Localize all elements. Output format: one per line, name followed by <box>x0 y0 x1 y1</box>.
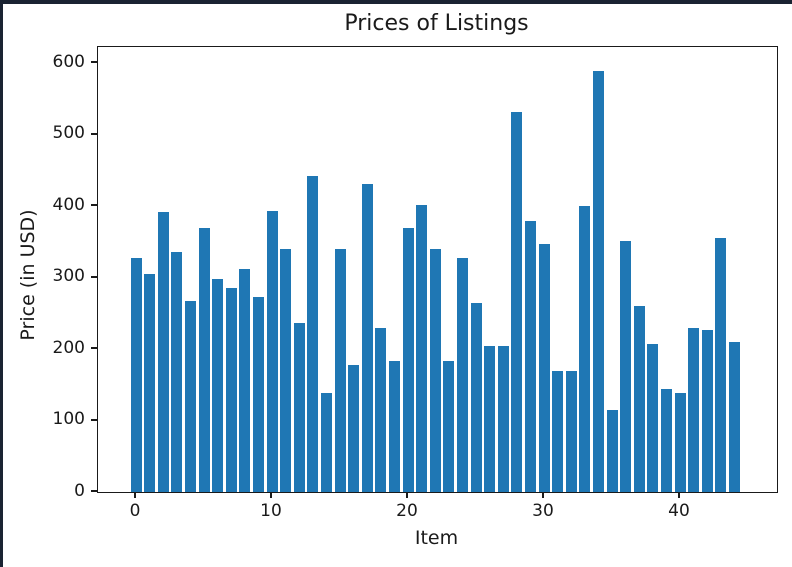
plot-area <box>97 46 778 493</box>
bar-item-7 <box>225 288 237 492</box>
bar-item-32 <box>565 370 577 492</box>
bar-item-15 <box>334 249 346 492</box>
bar-item-22 <box>429 249 441 492</box>
bar-item-20 <box>402 228 414 492</box>
bar-item-33 <box>579 206 591 492</box>
bar-item-37 <box>633 305 645 492</box>
chart-title: Prices of Listings <box>344 11 529 36</box>
bar-item-5 <box>198 228 210 492</box>
bar-item-35 <box>606 409 618 492</box>
y-tick-label: 100 <box>52 409 85 430</box>
bar-item-39 <box>660 389 672 492</box>
window-border-left <box>0 0 3 567</box>
bar-item-42 <box>701 329 713 492</box>
bar-item-11 <box>280 249 292 492</box>
bar-item-6 <box>212 279 224 492</box>
bar-item-25 <box>470 303 482 492</box>
bar-item-38 <box>647 344 659 492</box>
bar-item-31 <box>552 370 564 492</box>
x-tick-label: 40 <box>668 501 690 521</box>
bar-item-18 <box>375 327 387 492</box>
bars-layer <box>98 47 777 492</box>
bar-item-10 <box>266 210 278 492</box>
y-tick-label: 200 <box>52 337 85 358</box>
bar-item-30 <box>538 244 550 492</box>
x-tick-label: 30 <box>532 501 554 521</box>
bar-item-12 <box>293 323 305 492</box>
x-tick-label: 10 <box>260 501 282 521</box>
bar-item-13 <box>307 176 319 492</box>
bar-item-27 <box>497 345 509 492</box>
bar-item-4 <box>184 300 196 492</box>
bar-item-41 <box>688 327 700 492</box>
bar-item-21 <box>416 204 428 492</box>
bar-item-1 <box>144 274 156 492</box>
bar-item-17 <box>361 184 373 492</box>
y-tick-label: 500 <box>52 123 85 144</box>
x-tick-label: 0 <box>129 501 141 521</box>
bar-item-44 <box>728 342 740 492</box>
bar-item-14 <box>320 393 332 492</box>
bar-item-34 <box>592 71 604 492</box>
x-axis-label: Item <box>414 527 459 549</box>
window-border-top <box>0 0 792 4</box>
bar-item-23 <box>443 361 455 492</box>
x-tick-label: 20 <box>396 501 418 521</box>
bar-item-2 <box>157 211 169 492</box>
bar-item-9 <box>252 296 264 492</box>
y-axis-label: Price (in USD) <box>17 209 39 341</box>
bar-item-19 <box>388 360 400 492</box>
bar-item-28 <box>511 111 523 492</box>
bar-item-29 <box>524 220 536 492</box>
bar-item-8 <box>239 269 251 492</box>
bar-item-40 <box>674 393 686 492</box>
y-tick-label: 0 <box>74 480 85 501</box>
bar-item-0 <box>130 258 142 492</box>
bar-item-16 <box>348 364 360 492</box>
bar-item-3 <box>171 251 183 492</box>
bar-item-43 <box>715 238 727 492</box>
bar-item-26 <box>484 346 496 492</box>
y-tick-label: 600 <box>52 51 85 72</box>
bar-item-24 <box>456 258 468 492</box>
bar-item-36 <box>620 240 632 492</box>
